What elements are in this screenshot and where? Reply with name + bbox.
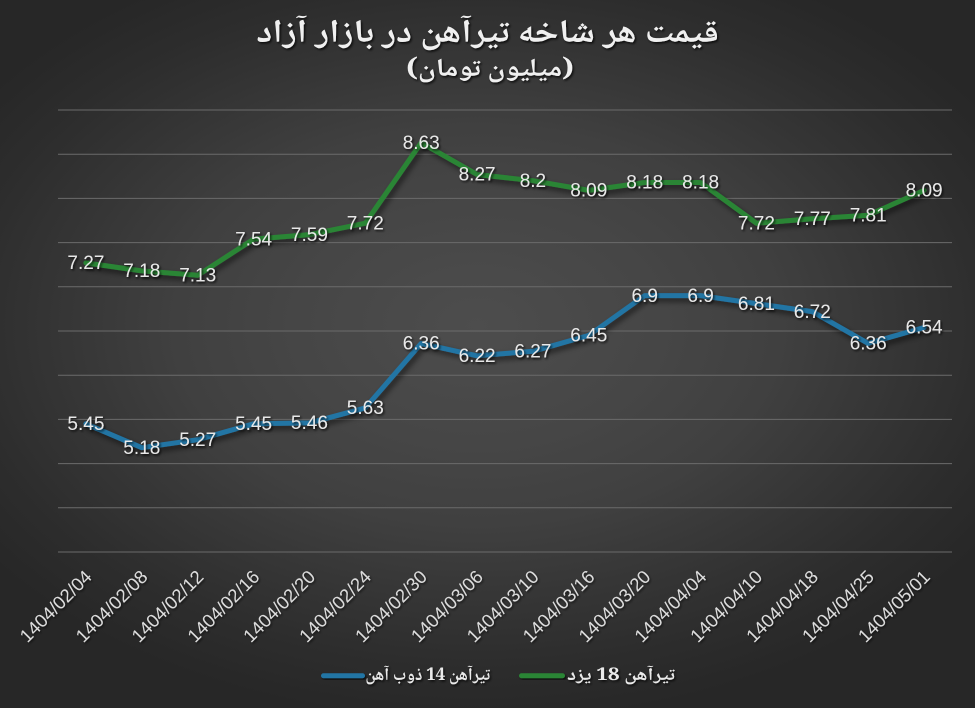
svg-text:5.27: 5.27 bbox=[179, 430, 216, 451]
svg-text:5.45: 5.45 bbox=[235, 414, 272, 435]
svg-text:7.81: 7.81 bbox=[850, 205, 887, 226]
svg-text:7.59: 7.59 bbox=[291, 225, 328, 246]
svg-text:8.2: 8.2 bbox=[520, 171, 546, 192]
svg-text:7.13: 7.13 bbox=[179, 266, 216, 287]
svg-text:6.9: 6.9 bbox=[687, 286, 713, 307]
svg-text:7.72: 7.72 bbox=[738, 213, 775, 234]
svg-text:6.81: 6.81 bbox=[738, 294, 775, 315]
svg-text:6.72: 6.72 bbox=[794, 302, 831, 323]
svg-text:7.54: 7.54 bbox=[235, 229, 272, 250]
svg-text:8.09: 8.09 bbox=[570, 181, 607, 202]
svg-text:8.18: 8.18 bbox=[682, 173, 719, 194]
svg-text:6.27: 6.27 bbox=[514, 342, 551, 363]
svg-text:8.09: 8.09 bbox=[906, 181, 943, 202]
svg-text:5.18: 5.18 bbox=[123, 438, 160, 459]
svg-text:6.45: 6.45 bbox=[570, 326, 607, 347]
svg-text:5.63: 5.63 bbox=[347, 398, 384, 419]
svg-text:8.18: 8.18 bbox=[626, 173, 663, 194]
svg-text:7.18: 7.18 bbox=[123, 261, 160, 282]
svg-text:5.45: 5.45 bbox=[67, 414, 104, 435]
svg-text:5.46: 5.46 bbox=[291, 413, 328, 434]
svg-text:6.36: 6.36 bbox=[403, 334, 440, 355]
svg-text:7.72: 7.72 bbox=[347, 213, 384, 234]
svg-text:6.9: 6.9 bbox=[631, 286, 657, 307]
svg-text:8.63: 8.63 bbox=[403, 133, 440, 154]
svg-text:6.54: 6.54 bbox=[906, 318, 943, 339]
svg-text:7.77: 7.77 bbox=[794, 209, 831, 230]
svg-text:6.22: 6.22 bbox=[459, 346, 496, 367]
svg-text:7.27: 7.27 bbox=[67, 253, 104, 274]
svg-text:8.27: 8.27 bbox=[459, 165, 496, 186]
svg-text:6.36: 6.36 bbox=[850, 334, 887, 355]
